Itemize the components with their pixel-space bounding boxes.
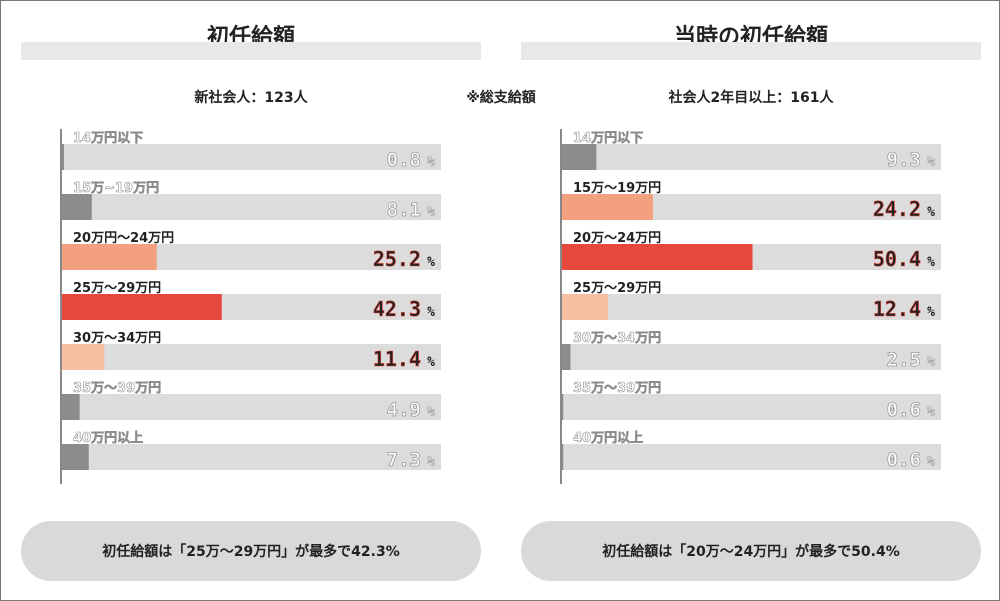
summary-pill: 初任給額は「25万～29万円」が最多で42.3%	[21, 521, 481, 581]
bar-row: 25万～29万円 12.4%	[561, 281, 941, 321]
value-label: 2.5	[887, 349, 921, 371]
bar	[561, 244, 753, 270]
category-label: 30万～34万円	[73, 331, 161, 346]
category-label: 35万～39万円	[73, 381, 161, 396]
bar	[61, 244, 157, 270]
unit-label: %	[427, 205, 435, 220]
title-underline-bar	[21, 42, 481, 60]
unit-label: %	[427, 355, 435, 370]
category-label: 15万～19万円	[573, 181, 661, 196]
bar-row: 35万～39万円 0.6%	[561, 381, 941, 421]
bar-row: 30万～34万円 11.4%	[61, 331, 441, 371]
bar-track	[61, 444, 441, 470]
bar-row: 20万～24万円 50.4%	[561, 231, 941, 271]
bar-row: 40万円以上 0.6%	[561, 431, 941, 471]
category-label: 15万~19万円	[73, 181, 159, 196]
bar-row: 14万円以下 9.3%	[561, 131, 941, 171]
category-label: 35万～39万円	[573, 381, 661, 396]
bar-row: 30万～34万円 2.5%	[561, 331, 941, 371]
chart-subtitle: 新社会人：123人	[194, 90, 308, 106]
bar	[561, 194, 653, 220]
category-label: 14万円以下	[573, 131, 643, 146]
right-panel: 当時の初任給額 社会人2年目以上：161人 14万円以下 9.3% 15万～19万円…	[521, 1, 981, 600]
unit-label: %	[927, 405, 935, 420]
bar-track	[561, 394, 941, 420]
value-label: 24.2	[873, 197, 921, 221]
value-label: 42.3	[373, 297, 421, 321]
bar	[561, 444, 564, 470]
bar	[61, 444, 89, 470]
category-label: 40万円以上	[573, 431, 643, 446]
bar-track	[61, 394, 441, 420]
category-label: 30万～34万円	[573, 331, 661, 346]
category-label: 25万～29万円	[573, 281, 661, 296]
value-label: 50.4	[873, 247, 921, 271]
bar-track	[61, 194, 441, 220]
category-label: 20万～24万円	[573, 231, 661, 246]
bar	[61, 294, 222, 320]
unit-label: %	[427, 405, 435, 420]
bar	[61, 344, 105, 370]
unit-label: %	[927, 455, 935, 470]
bar-row: 35万～39万円 4.9%	[61, 381, 441, 421]
bar-row: 14万円以下 0.8%	[61, 131, 441, 171]
bar-row: 15万～19万円 24.2%	[561, 181, 941, 221]
value-label: 4.9	[387, 399, 421, 421]
value-label: 12.4	[873, 297, 921, 321]
category-label: 25万～29万円	[73, 281, 161, 296]
bar	[61, 394, 80, 420]
bar	[61, 194, 92, 220]
value-label: 7.3	[387, 449, 421, 471]
value-label: 11.4	[373, 347, 421, 371]
bar-track	[561, 344, 941, 370]
bar	[561, 394, 564, 420]
unit-label: %	[927, 155, 935, 170]
bar	[561, 294, 609, 320]
bar-row: 40万円以上 7.3%	[61, 431, 441, 471]
left-panel: 初任給額 新社会人：123人 14万円以下 0.8% 15万~19万円 8.1% 20万…	[21, 1, 481, 600]
bar-row: 25万～29万円 42.3%	[61, 281, 441, 321]
value-label: 0.6	[887, 399, 921, 421]
category-label: 14万円以下	[73, 131, 143, 146]
bar-track	[61, 144, 441, 170]
unit-label: %	[927, 355, 935, 370]
unit-label: %	[927, 305, 935, 320]
bar-track	[561, 444, 941, 470]
unit-label: %	[427, 455, 435, 470]
value-label: 25.2	[373, 247, 421, 271]
chart-subtitle: 社会人2年目以上：161人	[668, 90, 834, 106]
summary-pill: 初任給額は「20万～24万円」が最多で50.4%	[521, 521, 981, 581]
bar	[561, 344, 571, 370]
title-underline-bar	[521, 42, 981, 60]
bar-track	[61, 344, 441, 370]
bar	[61, 144, 65, 170]
unit-label: %	[927, 255, 935, 270]
bar-row: 15万~19万円 8.1%	[61, 181, 441, 221]
unit-label: %	[427, 255, 435, 270]
unit-label: %	[427, 305, 435, 320]
value-label: 0.6	[887, 449, 921, 471]
category-label: 20万円～24万円	[73, 231, 174, 246]
value-label: 9.3	[887, 149, 921, 171]
bar-row: 20万円～24万円 25.2%	[61, 231, 441, 271]
value-label: 0.8	[387, 149, 421, 171]
bar-track	[561, 294, 941, 320]
unit-label: %	[427, 155, 435, 170]
footnote: ※総支給額	[466, 90, 536, 106]
bar-track	[561, 144, 941, 170]
bar	[561, 144, 597, 170]
category-label: 40万円以上	[73, 431, 143, 446]
value-label: 8.1	[387, 199, 421, 221]
unit-label: %	[927, 205, 935, 220]
